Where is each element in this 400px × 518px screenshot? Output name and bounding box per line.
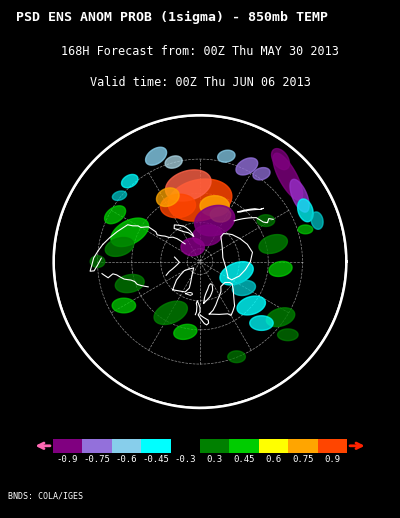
Text: 168H Forecast from: 00Z Thu MAY 30 2013: 168H Forecast from: 00Z Thu MAY 30 2013 [61, 45, 339, 57]
Polygon shape [111, 218, 148, 247]
Polygon shape [278, 329, 298, 341]
Text: 0.6: 0.6 [266, 455, 282, 464]
Text: BNDS: COLA/IGES: BNDS: COLA/IGES [8, 491, 83, 500]
Text: 0.45: 0.45 [234, 455, 255, 464]
Text: PSD ENS ANOM PROB (1sigma) - 850mb TEMP: PSD ENS ANOM PROB (1sigma) - 850mb TEMP [16, 11, 328, 24]
Polygon shape [90, 256, 105, 267]
Polygon shape [228, 351, 245, 363]
Polygon shape [311, 212, 323, 229]
Polygon shape [266, 308, 295, 327]
Polygon shape [166, 170, 211, 201]
Bar [112, 439, 141, 453]
Polygon shape [181, 238, 204, 256]
Polygon shape [115, 275, 144, 293]
Polygon shape [210, 207, 231, 222]
Text: -0.3: -0.3 [174, 455, 196, 464]
Polygon shape [154, 301, 187, 324]
Polygon shape [232, 280, 256, 295]
Polygon shape [105, 238, 134, 256]
Polygon shape [298, 225, 313, 234]
Polygon shape [257, 215, 275, 226]
Bar [82, 439, 112, 453]
Polygon shape [220, 262, 253, 285]
Text: Valid time: 00Z Thu JUN 06 2013: Valid time: 00Z Thu JUN 06 2013 [90, 77, 310, 90]
Text: -0.75: -0.75 [84, 455, 110, 464]
Polygon shape [273, 153, 303, 200]
Polygon shape [193, 225, 222, 246]
Text: -0.9: -0.9 [57, 455, 78, 464]
Polygon shape [112, 298, 136, 313]
Bar [259, 439, 288, 453]
Polygon shape [122, 175, 138, 188]
Polygon shape [253, 168, 270, 180]
Polygon shape [200, 196, 229, 216]
Polygon shape [174, 324, 197, 339]
Polygon shape [290, 179, 309, 212]
Text: -0.6: -0.6 [116, 455, 137, 464]
Polygon shape [160, 194, 196, 218]
Bar [288, 439, 318, 453]
Polygon shape [236, 158, 258, 175]
Text: 0.3: 0.3 [207, 455, 223, 464]
Polygon shape [146, 147, 166, 165]
Polygon shape [218, 150, 235, 162]
Bar [200, 439, 230, 453]
Bar [53, 439, 82, 453]
Polygon shape [156, 188, 179, 207]
Polygon shape [168, 179, 232, 221]
Polygon shape [298, 199, 313, 222]
Text: 0.9: 0.9 [324, 455, 340, 464]
Polygon shape [259, 235, 288, 253]
Polygon shape [112, 191, 126, 200]
Text: 0.75: 0.75 [292, 455, 314, 464]
Bar [170, 439, 200, 453]
Polygon shape [272, 149, 290, 169]
Polygon shape [104, 206, 126, 224]
Polygon shape [250, 316, 273, 330]
Polygon shape [237, 296, 266, 315]
Bar [230, 439, 259, 453]
Polygon shape [269, 262, 292, 277]
Bar [141, 439, 170, 453]
Polygon shape [194, 205, 235, 236]
Polygon shape [165, 156, 182, 168]
Text: -0.45: -0.45 [142, 455, 169, 464]
Bar [318, 439, 347, 453]
